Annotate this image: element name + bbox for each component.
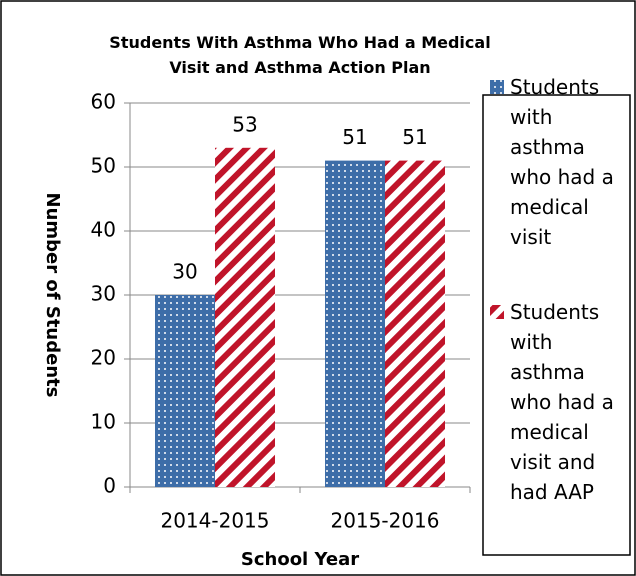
legend-label: Students with asthma who had a medical v… <box>510 300 614 504</box>
bar <box>155 295 215 487</box>
chart-title: Students With Asthma Who Had a Medical V… <box>109 33 491 77</box>
y-tick-label: 30 <box>91 282 116 306</box>
y-tick-label: 50 <box>91 154 116 178</box>
y-tick-label: 60 <box>91 90 116 114</box>
bar <box>215 147 275 488</box>
x-tick-label: 2015-2016 <box>330 509 439 533</box>
legend-box <box>482 94 631 556</box>
y-tick-label: 0 <box>103 474 116 498</box>
value-label: 51 <box>342 125 367 149</box>
x-tick-label: 2014-2015 <box>160 509 269 533</box>
legend-swatch <box>490 80 504 94</box>
value-label: 51 <box>402 125 427 149</box>
value-label: 30 <box>172 260 197 284</box>
y-tick-label: 20 <box>91 346 116 370</box>
legend-label: Students with asthma who had a medical v… <box>510 75 614 249</box>
y-tick-label: 40 <box>91 218 116 242</box>
bar <box>325 160 385 487</box>
legend-swatch <box>490 305 504 319</box>
value-label: 53 <box>232 112 257 136</box>
x-axis-label: School Year <box>241 549 359 570</box>
bar <box>385 160 445 487</box>
y-tick-label: 10 <box>91 410 116 434</box>
y-axis-label: Number of Students <box>42 193 63 398</box>
